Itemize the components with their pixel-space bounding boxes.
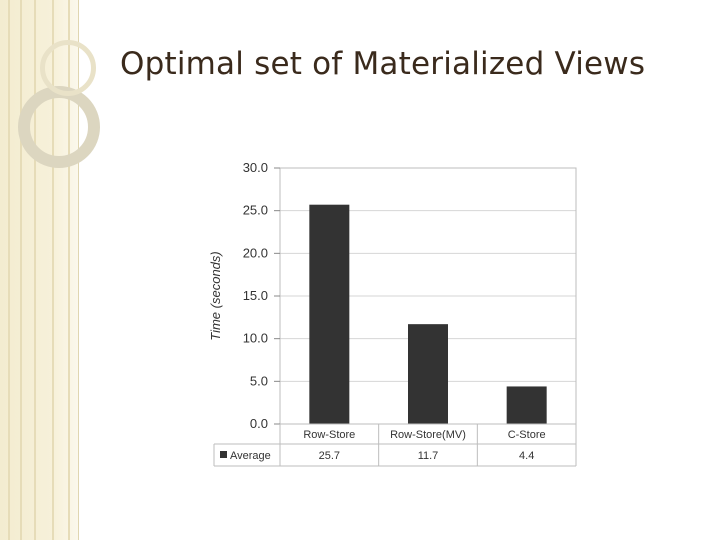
bar: [506, 386, 547, 424]
bar-chart: 0.0 5.0 10.0 15.0 20.0 25.0 30.0 Time (seconds…: [208, 160, 577, 467]
bar: [408, 324, 448, 424]
y-tick-label: 25.0: [243, 203, 268, 218]
data-table-value: 11.7: [418, 450, 439, 462]
y-tick-label: 0.0: [250, 416, 268, 431]
y-tick-label: 20.0: [243, 245, 268, 260]
y-tick-label: 30.0: [243, 160, 268, 175]
side-stripe: [68, 0, 70, 540]
data-table-value: 4.4: [519, 450, 534, 462]
legend-swatch: [220, 451, 227, 458]
data-table-value: 25.7: [319, 450, 340, 462]
legend-label: Average: [230, 450, 271, 462]
slide-title: Optimal set of Materialized Views: [120, 46, 646, 82]
y-tick-label: 15.0: [243, 288, 268, 303]
category-label: C-Store: [508, 429, 546, 441]
side-stripe: [52, 0, 54, 540]
side-stripe: [8, 0, 10, 540]
bar: [309, 204, 350, 424]
y-tick-label: 10.0: [243, 331, 268, 346]
side-stripe: [20, 0, 22, 540]
side-stripe: [34, 0, 36, 540]
y-axis-ticks: 0.0 5.0 10.0 15.0 20.0 25.0 30.0: [243, 160, 280, 431]
y-axis-label: Time (seconds): [208, 251, 223, 340]
decorative-ring: [40, 40, 96, 96]
data-table: Row-Store Row-Store(MV) C-Store Average 25.7…: [213, 423, 577, 467]
bars: [309, 204, 547, 424]
category-label: Row-Store: [303, 429, 355, 441]
y-tick-label: 5.0: [250, 373, 268, 388]
decorative-ring: [18, 86, 100, 168]
category-label: Row-Store(MV): [390, 429, 466, 441]
